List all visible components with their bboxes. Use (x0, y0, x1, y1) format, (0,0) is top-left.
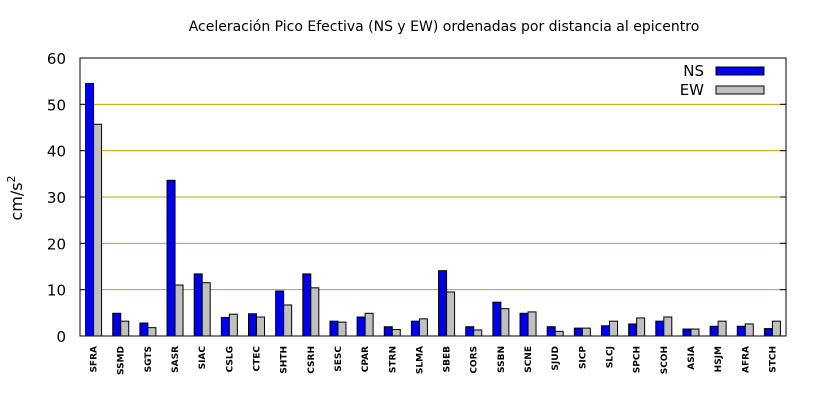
bar-ns-scoh (655, 320, 665, 337)
bar-ew-spch (636, 317, 646, 337)
x-tick-label: CTEC (253, 346, 263, 372)
bar-ew-sgts (147, 327, 157, 337)
x-tick-label: SICP (578, 346, 588, 369)
bar-ns-shth (275, 290, 285, 337)
bar-ns-ssbn (492, 301, 502, 337)
y-tick-label: 20 (47, 235, 66, 253)
x-tick-label: ASIA (687, 346, 697, 370)
x-tick-label: CSRH (307, 346, 317, 374)
chart-title: Aceleración Pico Efectiva (NS y EW) orde… (189, 19, 700, 35)
x-tick-label: SESC (334, 346, 344, 372)
bar-ew-stch (771, 320, 781, 337)
x-tick-label: STRN (388, 346, 398, 373)
bar-ns-spch (628, 323, 638, 337)
x-tick-label: HSJM (714, 346, 724, 372)
x-tick-label: SCNE (524, 346, 534, 373)
bar-ns-ssmd (112, 312, 122, 337)
bar-ew-hsjm (717, 320, 727, 337)
bar-ns-sjud (546, 326, 556, 337)
bar-ew-sjud (554, 330, 564, 337)
bar-ew-shth (283, 304, 293, 337)
legend-swatch-ns (715, 66, 765, 76)
bar-ew-sesc (337, 321, 347, 337)
bar-ew-ssmd (120, 320, 130, 337)
grid-lines (80, 103, 786, 291)
bar-ew-cors (473, 329, 483, 337)
bars (85, 82, 781, 337)
bar-ew-sfra (93, 123, 103, 337)
x-tick-label: SSMD (117, 346, 127, 375)
bar-ns-cors (465, 326, 475, 337)
bar-ns-strn (383, 326, 393, 337)
x-tick-label: SIAC (198, 346, 208, 370)
bar-ns-siac (193, 273, 203, 337)
x-tick-label: SJUD (551, 346, 561, 371)
bar-ns-asia (682, 328, 692, 337)
bar-ew-scne (527, 311, 537, 337)
legend-label-ns: NS (683, 62, 704, 80)
bar-ns-slma (410, 320, 420, 337)
x-tick-label: AFRA (741, 346, 751, 373)
bar-ns-hsjm (709, 325, 719, 337)
bar-ew-siac (201, 282, 211, 337)
bar-ew-csrh (310, 287, 320, 337)
y-axis-label-unit: cm/s (7, 182, 26, 220)
x-tick-label: SLCJ (606, 346, 616, 368)
y-axis-label-superscript: 2 (5, 175, 18, 182)
bar-ew-slcj (609, 320, 618, 337)
bar-ew-asia (690, 328, 700, 337)
bar-ns-sasr (166, 179, 176, 337)
bar-ns-scne (519, 312, 529, 337)
x-tick-label: SLMA (415, 346, 425, 374)
x-tick-label: CPAR (361, 346, 371, 372)
y-tick-label: 40 (47, 143, 66, 161)
x-tick-label: STCH (768, 346, 778, 373)
bar-ew-afra (744, 323, 754, 337)
x-tick-label: SASR (171, 346, 181, 373)
bar-ew-strn (391, 329, 401, 337)
y-axis-ticks: 0 10 20 30 40 50 60 (47, 50, 786, 346)
x-tick-label: SCOH (660, 346, 670, 374)
bar-ns-sgts (139, 322, 149, 337)
bar-ew-sbeb (446, 291, 456, 337)
bar-ns-afra (736, 325, 746, 337)
bar-ew-sasr (174, 284, 184, 337)
x-tick-label: SHTH (280, 346, 290, 374)
bar-ew-slma (418, 318, 428, 337)
bar-ew-scoh (663, 316, 673, 337)
legend-swatch-ew (715, 85, 765, 95)
x-tick-label: SGTS (144, 346, 154, 372)
bar-ns-cpar (356, 316, 366, 337)
y-tick-label: 10 (47, 282, 66, 300)
bar-ns-sesc (329, 320, 339, 337)
legend-label-ew: EW (680, 81, 704, 99)
bar-ns-cslg (220, 316, 230, 337)
bar-ns-sfra (85, 82, 95, 337)
bar-ns-csrh (302, 273, 312, 337)
x-tick-label: SBEB (443, 346, 453, 372)
bar-ns-sbeb (438, 270, 448, 337)
bar-ns-slcj (601, 325, 610, 337)
y-tick-label: 0 (56, 328, 66, 346)
x-tick-label: SFRA (90, 346, 100, 373)
bar-ns-ctec (248, 313, 257, 337)
x-tick-label: CSLG (225, 346, 235, 372)
bar-ew-ctec (256, 316, 265, 337)
bar-ew-cslg (228, 313, 238, 337)
y-tick-label: 30 (47, 189, 66, 207)
x-tick-label: SSBN (497, 346, 507, 373)
x-tick-label: CORS (470, 346, 480, 374)
y-tick-label: 60 (47, 50, 66, 68)
y-tick-label: 50 (47, 96, 66, 114)
bar-ns-sicp (573, 327, 583, 337)
bar-ns-stch (763, 328, 773, 337)
bar-ew-sicp (581, 327, 591, 337)
bar-ew-cpar (364, 312, 374, 337)
x-axis-ticks: SFRA SSMD SGTS SASR SIAC CSLG CTEC SHTH CSRH SESC… (90, 346, 779, 375)
y-axis-label: cm/s2 (5, 175, 26, 220)
bar-ew-ssbn (500, 308, 510, 337)
x-tick-label: SPCH (633, 346, 643, 373)
